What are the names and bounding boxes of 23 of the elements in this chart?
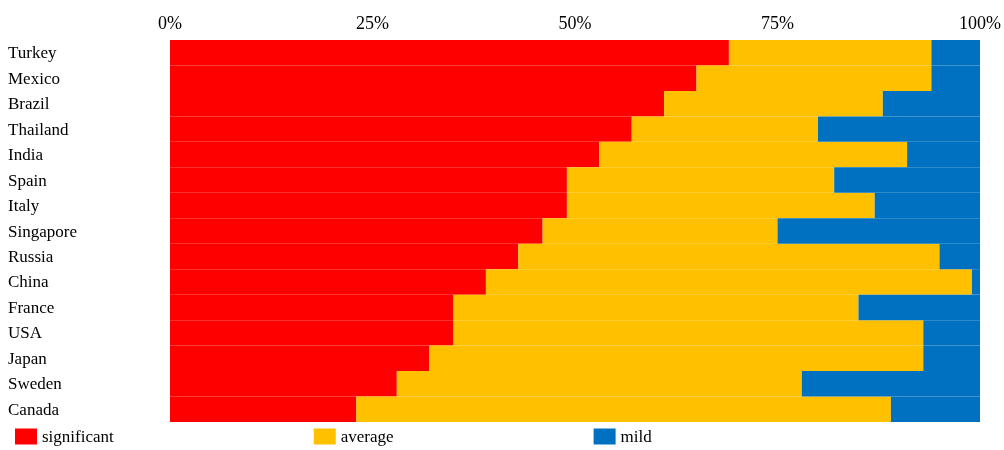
y-tick-label: Turkey: [8, 43, 57, 63]
y-tick-label: France: [8, 297, 55, 317]
y-tick-label: Brazil: [8, 94, 50, 114]
y-tick-label: Singapore: [8, 221, 77, 241]
legend-label: average: [340, 427, 394, 446]
x-tick-label: 75%: [761, 13, 794, 33]
y-tick-label: Spain: [8, 170, 48, 190]
x-tick-label: 0%: [158, 13, 182, 33]
y-tick-label: Canada: [8, 399, 60, 419]
y-tick-label: Russia: [8, 246, 54, 266]
x-tick-label: 50%: [558, 13, 592, 33]
legend-label: mild: [620, 427, 653, 446]
y-tick-label: Thailand: [8, 119, 69, 139]
y-tick-label: Sweden: [8, 374, 63, 394]
y-tick-label: China: [8, 272, 50, 292]
y-tick-label: India: [8, 145, 44, 165]
x-tick-label: 25%: [356, 13, 389, 33]
x-tick-label: 100%: [959, 13, 1001, 33]
y-tick-label: Italy: [8, 196, 40, 216]
legend-label: significant: [42, 427, 115, 446]
y-tick-label: Mexico: [8, 68, 60, 88]
y-tick-label: Japan: [8, 348, 48, 368]
y-tick-label: USA: [8, 323, 43, 343]
